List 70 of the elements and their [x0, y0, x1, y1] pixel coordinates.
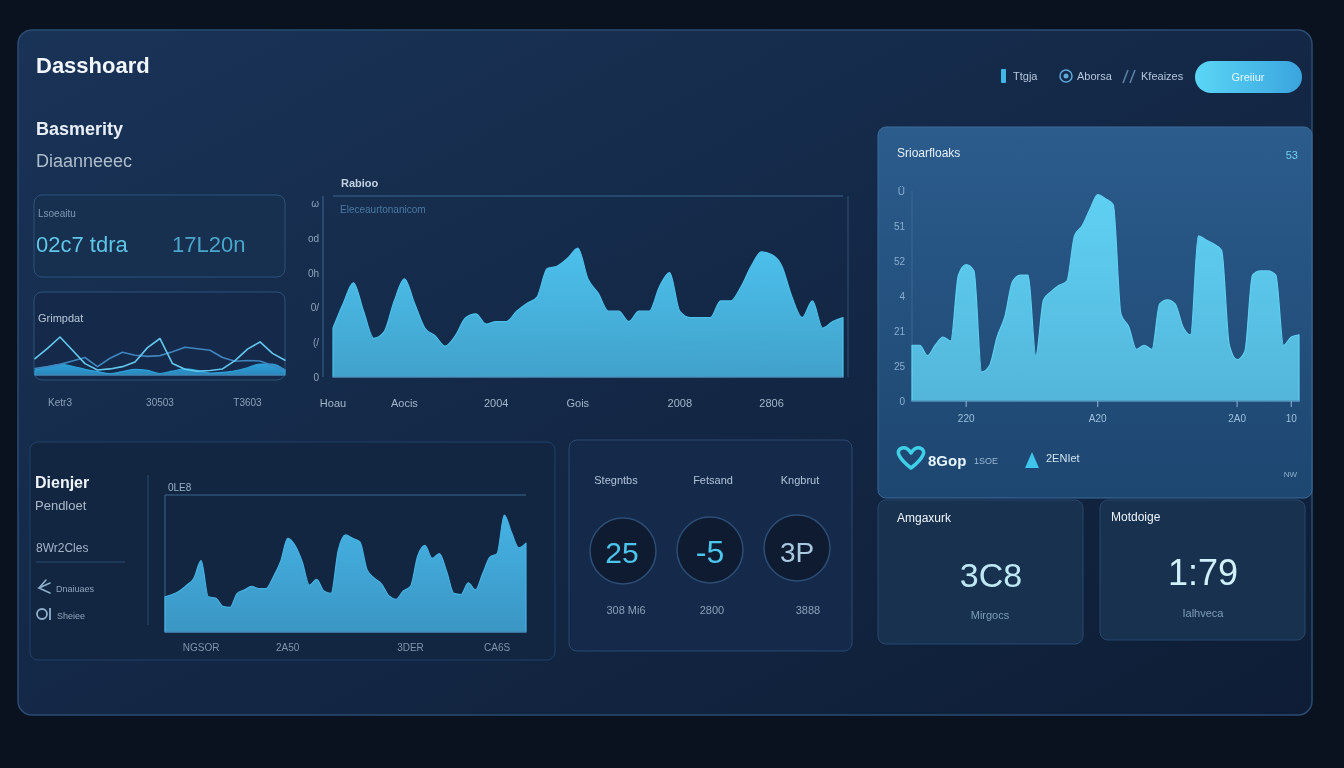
- x-tick-label: 30503: [146, 397, 175, 408]
- x-tick-label: 2A0: [1228, 413, 1247, 424]
- chart-title: Grimpdat: [38, 312, 84, 324]
- text: 25: [605, 536, 639, 569]
- text: 2800: [699, 604, 725, 616]
- chart-subtitle: Eleceaurtonanicom: [340, 204, 426, 215]
- x-tick-label: 10: [1285, 413, 1298, 424]
- x-tick-label: 220: [957, 413, 975, 424]
- text: Greiiur: [1231, 71, 1265, 83]
- text: Mirgocs: [970, 609, 1010, 621]
- text: Basmerity: [36, 119, 124, 139]
- text: 3888: [795, 604, 821, 616]
- text: od: [307, 232, 319, 244]
- text: 52: [893, 255, 906, 267]
- text: Diaanneeec: [36, 151, 133, 171]
- text: Motdoige: [1111, 510, 1161, 524]
- text: Ttgja: [1013, 70, 1039, 82]
- text: 0: [899, 395, 906, 407]
- text: Aborsa: [1077, 70, 1113, 82]
- text: 0/: [310, 302, 320, 313]
- chart-title: Rabioo: [341, 177, 379, 189]
- x-tick-label: 2806: [759, 397, 784, 409]
- text: 53: [1285, 149, 1298, 161]
- x-tick-label: A20: [1088, 413, 1108, 424]
- text: 1SOE: [974, 456, 999, 466]
- text: ω: [311, 197, 320, 209]
- x-tick-label: T3603: [233, 397, 263, 408]
- text: 3P: [779, 537, 815, 568]
- text: 3C8: [959, 556, 1023, 594]
- x-tick-label: Gois: [566, 397, 590, 409]
- text: Kngbrut: [780, 474, 820, 486]
- text: 1:79: [1167, 552, 1239, 593]
- x-tick-label: Aocis: [390, 397, 419, 409]
- text: (/: [312, 336, 320, 348]
- text: 25: [893, 360, 906, 372]
- text: Dasshoard: [36, 53, 150, 78]
- chart-title: Srioarfloaks: [897, 146, 961, 160]
- x-tick-label: CA6S: [484, 642, 511, 653]
- text: NW: [1283, 470, 1298, 479]
- x-tick-label: Ketr3: [48, 397, 73, 408]
- text: Stegntbs: [594, 474, 639, 486]
- x-tick-label: NGSOR: [182, 642, 220, 653]
- text: Ü: [897, 185, 905, 197]
- x-tick-label: 2008: [667, 397, 693, 409]
- text: 17L20n: [172, 232, 246, 257]
- text: Fetsand: [693, 474, 733, 486]
- text: Kfeaizes: [1141, 70, 1184, 82]
- text: 51: [893, 220, 906, 232]
- text: 8Gop: [928, 452, 967, 469]
- text: 0: [313, 371, 320, 383]
- x-tick-label: 3DER: [397, 642, 424, 653]
- text: 2ENIet: [1046, 452, 1080, 464]
- x-tick-label: 2004: [483, 397, 509, 409]
- text: 308 Mi6: [606, 604, 646, 616]
- text: 02c7 tdra: [36, 232, 129, 257]
- text: Amgaxurk: [897, 511, 953, 525]
- text: Sheiee: [57, 611, 86, 621]
- text: 21: [893, 325, 906, 337]
- text: 0LE8: [168, 482, 192, 493]
- text: Dnaiuaes: [56, 584, 95, 594]
- chart-title: Dienjer: [35, 474, 90, 491]
- text: -5: [695, 534, 725, 570]
- text: Pendloet: [35, 498, 87, 513]
- text: 4: [899, 290, 906, 302]
- x-tick-label: 2A50: [276, 642, 300, 653]
- text: 0h: [307, 267, 319, 279]
- text: Lsoeaitu: [38, 208, 76, 219]
- text: Ialhveca: [1182, 607, 1225, 619]
- text: 8Wr2Cles: [36, 541, 89, 555]
- x-tick-label: Hoau: [319, 397, 347, 409]
